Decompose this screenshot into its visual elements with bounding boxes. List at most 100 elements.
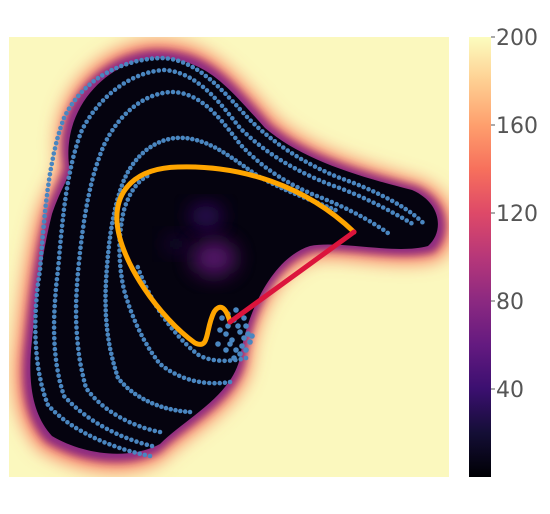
scatter-point (237, 106, 243, 112)
scatter-point (38, 377, 43, 382)
scatter-point (75, 341, 80, 346)
scatter-point (53, 352, 58, 357)
scatter-point (269, 152, 275, 157)
scatter-point (33, 303, 39, 309)
scatter-point (152, 142, 157, 147)
scatter-point (122, 417, 128, 423)
scatter-point (111, 360, 116, 366)
scatter-point (161, 138, 166, 143)
scatter-point (135, 264, 141, 270)
scatter-point (55, 135, 60, 141)
scatter-point (156, 140, 162, 145)
scatter-point (54, 362, 59, 368)
scatter-point (61, 115, 67, 121)
scatter-point (58, 383, 64, 389)
scatter-point (395, 212, 400, 218)
scatter-point (40, 387, 46, 392)
scatter-point (219, 87, 224, 93)
scatter-point (276, 142, 282, 147)
scatter-point (281, 145, 286, 150)
scatter-point (126, 78, 131, 84)
scatter-point (132, 422, 137, 427)
scatter-point (139, 57, 144, 63)
scatter-point (52, 341, 57, 347)
scatter-point (74, 293, 79, 298)
scatter-point (274, 155, 279, 160)
scatter-point (272, 171, 277, 176)
scatter-point (104, 317, 109, 323)
scatter-point (344, 206, 349, 211)
scatter-point (222, 358, 227, 364)
scatter-point (37, 371, 42, 377)
scatter-point (265, 148, 270, 154)
scatter-point (247, 339, 253, 345)
scatter-point (243, 323, 249, 329)
scatter-point (58, 125, 63, 131)
scatter-point (223, 331, 229, 337)
scatter-point (137, 394, 142, 399)
scatter-point (53, 293, 58, 298)
scatter-point (103, 278, 109, 284)
scatter-point (39, 245, 45, 251)
scatter-point (252, 139, 257, 144)
scatter-point (33, 340, 38, 345)
scatter-point (34, 350, 39, 356)
scatter-point (126, 304, 132, 309)
scatter-point (51, 319, 57, 325)
scatter-point (74, 282, 80, 288)
scatter-point (47, 172, 53, 177)
scatter-point (399, 215, 405, 221)
scatter-point (239, 343, 245, 349)
scatter-point (140, 71, 146, 77)
scatter-point (238, 356, 243, 362)
scatter-point (39, 382, 44, 387)
scatter-point (56, 413, 62, 419)
scatter-point (65, 420, 70, 425)
scatter-point (72, 97, 78, 103)
scatter-point (346, 178, 352, 184)
scatter-point (107, 442, 112, 447)
scatter-point (182, 73, 188, 78)
scatter-point (53, 357, 59, 363)
scatter-point (119, 222, 124, 227)
scatter-point (181, 91, 186, 96)
scatter-point (107, 341, 112, 347)
scatter-point (38, 261, 43, 266)
scatter-point (118, 378, 123, 384)
scatter-point (87, 187, 93, 193)
scatter-point (226, 127, 231, 132)
scatter-point (376, 202, 381, 208)
scatter-point (77, 357, 82, 362)
scatter-point (93, 106, 99, 111)
scatter-point (223, 91, 228, 96)
scatter-point (217, 327, 223, 333)
scatter-point (204, 141, 209, 146)
scatter-point (146, 346, 152, 351)
scatter-point (399, 204, 404, 209)
scatter-point (76, 346, 81, 352)
scatter-point (118, 263, 123, 269)
scatter-point (87, 82, 92, 87)
scatter-point (287, 163, 293, 168)
scatter-point (75, 277, 80, 282)
colorbar: 200 160 120 80 40 (469, 26, 538, 477)
scatter-point (108, 409, 114, 415)
scatter-point (69, 101, 75, 107)
scatter-point (34, 356, 40, 361)
scatter-point (46, 182, 51, 187)
scatter-point (176, 373, 182, 379)
scatter-point (56, 373, 61, 379)
scatter-point (119, 274, 124, 279)
scatter-point (172, 69, 178, 74)
scatter-point (144, 341, 149, 347)
scatter-point (75, 272, 81, 277)
scatter-point (109, 429, 114, 434)
scatter-point (208, 107, 214, 112)
scatter-point (63, 191, 69, 197)
scatter-point (324, 197, 330, 203)
scatter-point (394, 201, 400, 206)
scatter-point (76, 93, 81, 99)
scatter-point (130, 161, 136, 167)
scatter-point (204, 103, 210, 109)
colorbar-tick-label: 120 (496, 202, 538, 227)
